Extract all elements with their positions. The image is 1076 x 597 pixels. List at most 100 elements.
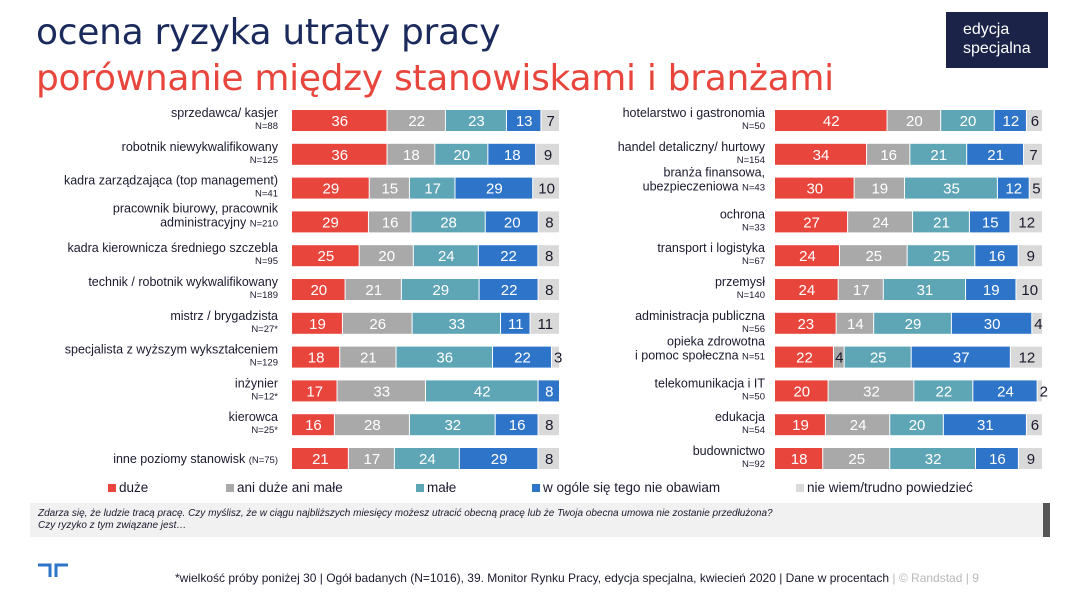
bar-segment-duze xyxy=(775,211,848,233)
category-n: N=54 xyxy=(742,425,765,436)
category-label-text: administracyjny xyxy=(160,215,250,229)
data-label-niewiem: 6 xyxy=(1031,417,1039,434)
data-label-wogole: 21 xyxy=(987,147,1004,164)
bar-segment-male xyxy=(413,245,478,267)
bar-segment-niewiem xyxy=(538,414,559,436)
data-label-niewiem: 9 xyxy=(1027,248,1035,265)
bar-segment-duze xyxy=(775,110,887,131)
bar-segment-male xyxy=(396,346,492,368)
data-label-ani: 21 xyxy=(360,350,377,367)
data-label-wogole: 30 xyxy=(984,316,1001,333)
bar-segment-male xyxy=(409,177,455,199)
bar-segment-wogole xyxy=(485,211,538,233)
bar-segment-wogole xyxy=(911,346,1010,368)
data-label-duze: 34 xyxy=(813,147,830,164)
data-label-niewiem: 8 xyxy=(545,214,553,231)
category-n: N=189 xyxy=(250,290,278,301)
legend-item-niewiem: nie wiem/trudno powiedzieć xyxy=(796,480,973,495)
bar-segment-wogole xyxy=(493,346,551,368)
bar-segment-male xyxy=(435,143,488,165)
data-label-niewiem: 9 xyxy=(1027,451,1035,468)
data-label-male: 23 xyxy=(468,113,485,130)
bar-segment-wogole xyxy=(538,380,559,402)
legend-swatch-wogole xyxy=(532,483,540,492)
bar-segment-niewiem xyxy=(1016,279,1042,300)
bar-segment-wogole xyxy=(479,279,538,300)
data-label-ani: 14 xyxy=(847,316,864,333)
data-label-male: 20 xyxy=(453,147,470,164)
legend-item-ani: ani duże ani małe xyxy=(226,480,343,495)
bar-segment-wogole xyxy=(975,245,1018,267)
bar-segment-ani xyxy=(836,312,874,334)
data-label-duze: 24 xyxy=(799,248,816,265)
category-n: N=27* xyxy=(251,324,278,335)
bar-segment-ani xyxy=(887,110,941,131)
bar-segment-niewiem xyxy=(538,279,559,300)
data-label-male: 25 xyxy=(933,248,950,265)
data-label-male: 22 xyxy=(935,383,952,400)
bar-segment-male xyxy=(445,110,506,131)
category-n: N=12* xyxy=(251,391,278,402)
data-label-duze: 25 xyxy=(317,248,334,265)
bar-segment-male xyxy=(409,414,495,436)
data-label-wogole: 11 xyxy=(508,316,524,333)
data-label-ani: 22 xyxy=(408,113,425,130)
data-label-wogole: 31 xyxy=(977,417,994,434)
category-label: sprzedawca/ kasjer xyxy=(171,106,278,120)
category-n: N=41 xyxy=(255,189,278,200)
bar-segment-wogole xyxy=(967,143,1024,165)
bar-segment-ani xyxy=(833,346,844,368)
bar-segment-male xyxy=(941,110,994,131)
bar-segment-duze xyxy=(292,448,348,469)
data-label-male: 32 xyxy=(925,451,942,468)
category-label-line2: administracyjny N=210 xyxy=(160,215,278,229)
data-label-duze: 20 xyxy=(793,383,810,400)
chart-legend: duże ani duże ani małe małe w ogóle się … xyxy=(108,480,1008,498)
data-label-wogole: 22 xyxy=(514,350,531,367)
data-label-niewiem: 8 xyxy=(545,417,553,434)
bar-segment-niewiem xyxy=(1010,346,1042,368)
data-label-duze: 18 xyxy=(308,350,325,367)
bar-segment-duze xyxy=(775,448,823,469)
data-label-male: 32 xyxy=(444,417,461,434)
data-label-male: 24 xyxy=(419,451,436,468)
data-label-male: 29 xyxy=(432,282,449,299)
bar-segment-duze xyxy=(292,380,337,402)
footer-brand: | © Randstad | 9 xyxy=(889,571,979,585)
category-n: N=51 xyxy=(742,352,765,363)
data-label-male: 20 xyxy=(960,113,977,130)
data-label-niewiem: 2 xyxy=(1040,383,1048,400)
data-label-ani: 21 xyxy=(365,282,382,299)
bar-segment-wogole xyxy=(994,110,1026,131)
bar-segment-duze xyxy=(775,245,839,267)
data-label-wogole: 20 xyxy=(504,214,521,231)
data-label-wogole: 24 xyxy=(997,383,1014,400)
bar-segment-male xyxy=(905,177,997,199)
data-label-male: 33 xyxy=(448,316,465,333)
bar-segment-niewiem xyxy=(1029,177,1042,199)
bar-segment-niewiem xyxy=(533,177,559,199)
bar-segment-ani xyxy=(838,279,883,300)
category-label: transport i logistyka xyxy=(657,241,765,255)
category-n: N=95 xyxy=(255,256,278,267)
category-n: N=33 xyxy=(742,222,765,233)
data-label-ani: 28 xyxy=(364,417,381,434)
page-title: ocena ryzyka utraty pracy xyxy=(36,12,501,53)
data-label-wogole: 29 xyxy=(486,181,503,198)
bar-segment-male xyxy=(426,380,538,402)
data-label-ani: 25 xyxy=(848,451,865,468)
bar-segment-ani xyxy=(867,143,910,165)
category-n: N=25* xyxy=(251,425,278,436)
bar-segment-wogole xyxy=(488,143,536,165)
bar-segment-duze xyxy=(292,414,334,436)
footer: *wielkość próby poniżej 30 | Ogół badany… xyxy=(175,571,979,585)
category-n: N=140 xyxy=(737,290,765,301)
bar-segment-ani xyxy=(368,211,411,233)
bar-segment-niewiem xyxy=(530,312,559,334)
bar-segment-duze xyxy=(775,143,867,165)
data-label-wogole: 22 xyxy=(500,248,517,265)
bar-segment-male xyxy=(890,448,975,469)
